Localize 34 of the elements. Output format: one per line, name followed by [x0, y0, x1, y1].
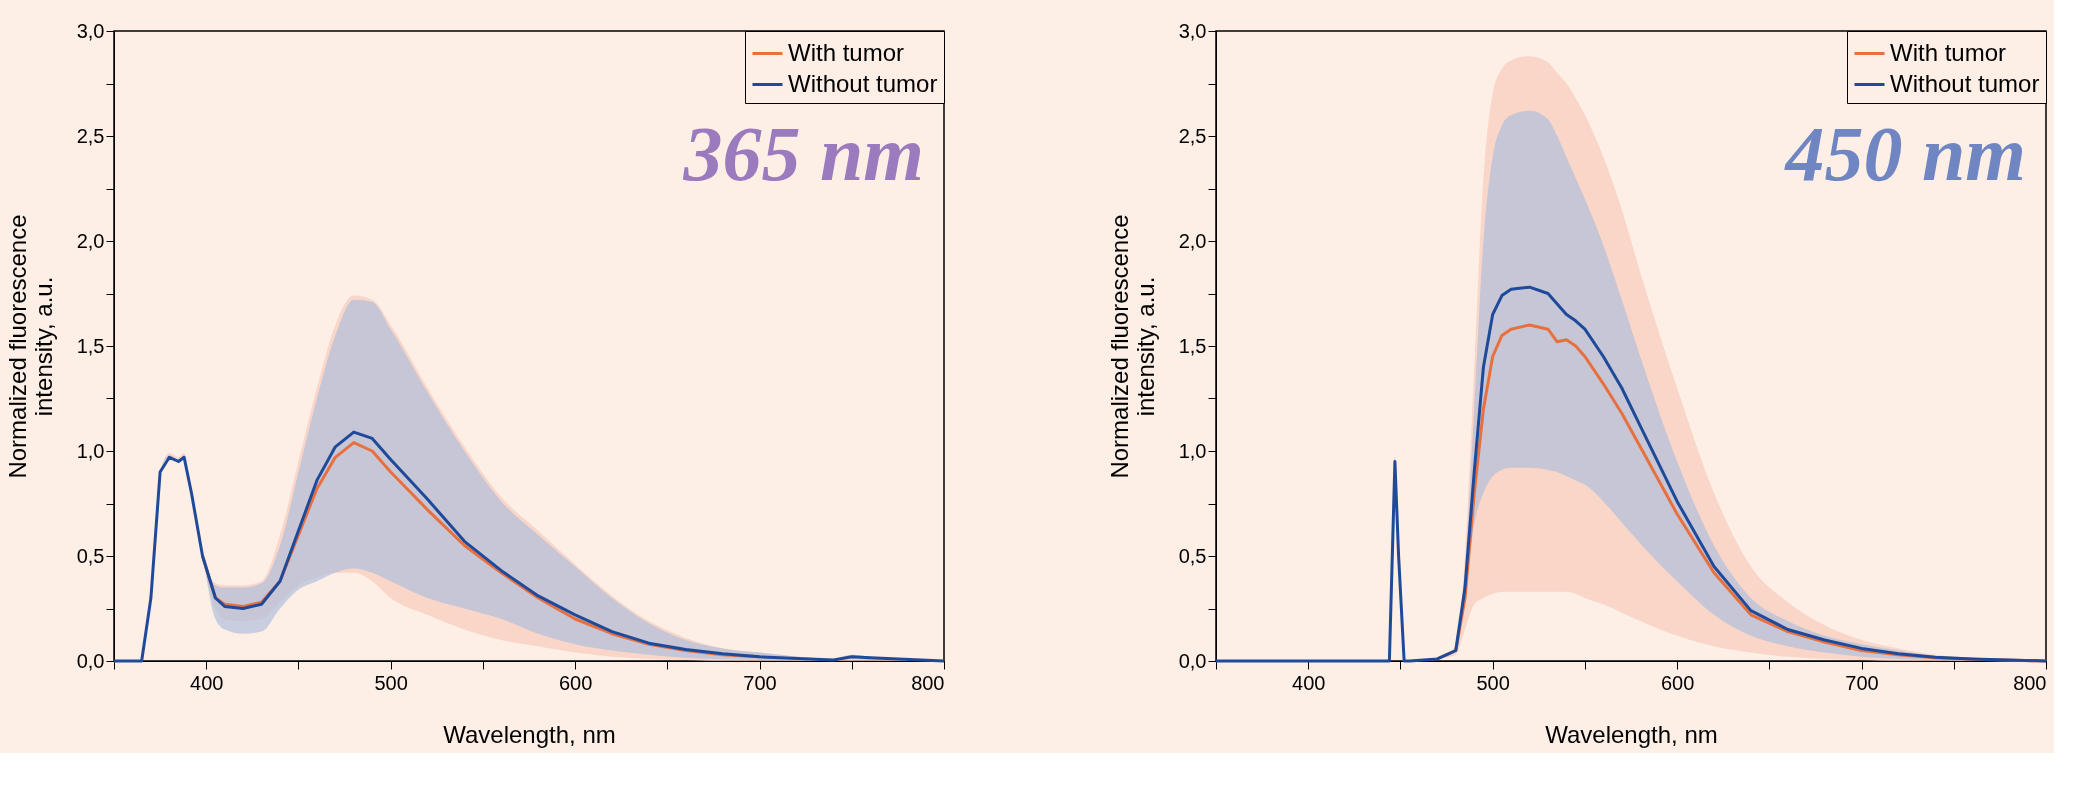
y-tick-label: 2,0: [76, 229, 105, 252]
y-tick-label: 2,5: [1178, 124, 1207, 147]
legend-label: Without tumor: [788, 69, 938, 97]
y-tick-label: 1,0: [76, 439, 105, 462]
x-tick-label: 700: [1845, 671, 1879, 694]
x-tick-label: 700: [743, 671, 777, 694]
y-tick-label: 1,5: [1178, 334, 1207, 357]
x-tick-label: 500: [1476, 671, 1510, 694]
x-tick-label: 800: [911, 671, 945, 694]
y-tick-label: 2,0: [1178, 229, 1207, 252]
y-tick-label: 3,0: [1178, 19, 1207, 42]
legend-label: With tumor: [788, 38, 905, 66]
annotation: 450 nm: [1783, 110, 2026, 197]
x-tick-label: 500: [374, 671, 408, 694]
x-axis-title: Wavelength, nm: [443, 720, 616, 748]
x-tick-label: 400: [1292, 671, 1326, 694]
y-tick-label: 3,0: [76, 19, 105, 42]
x-axis-title: Wavelength, nm: [1545, 720, 1718, 748]
y-axis-title: Normalized fluorescence intensity, a.u.: [3, 214, 57, 479]
x-tick-label: 600: [1660, 671, 1695, 694]
x-tick-label: 400: [190, 671, 224, 694]
y-tick-label: 1,0: [1178, 439, 1207, 462]
y-tick-label: 0,0: [1178, 649, 1207, 672]
legend-label: With tumor: [1890, 38, 2007, 66]
y-tick-label: 0,5: [76, 544, 105, 567]
x-tick-label: 800: [2013, 671, 2047, 694]
y-axis-title: Normalized fluorescence intensity, a.u.: [1105, 214, 1159, 479]
x-tick-label: 600: [558, 671, 593, 694]
y-tick-label: 2,5: [76, 124, 105, 147]
legend-label: Without tumor: [1890, 69, 2040, 97]
annotation: 365 nm: [682, 110, 924, 197]
y-tick-label: 0,5: [1178, 544, 1207, 567]
y-tick-label: 0,0: [76, 649, 105, 672]
y-tick-label: 1,5: [76, 334, 105, 357]
